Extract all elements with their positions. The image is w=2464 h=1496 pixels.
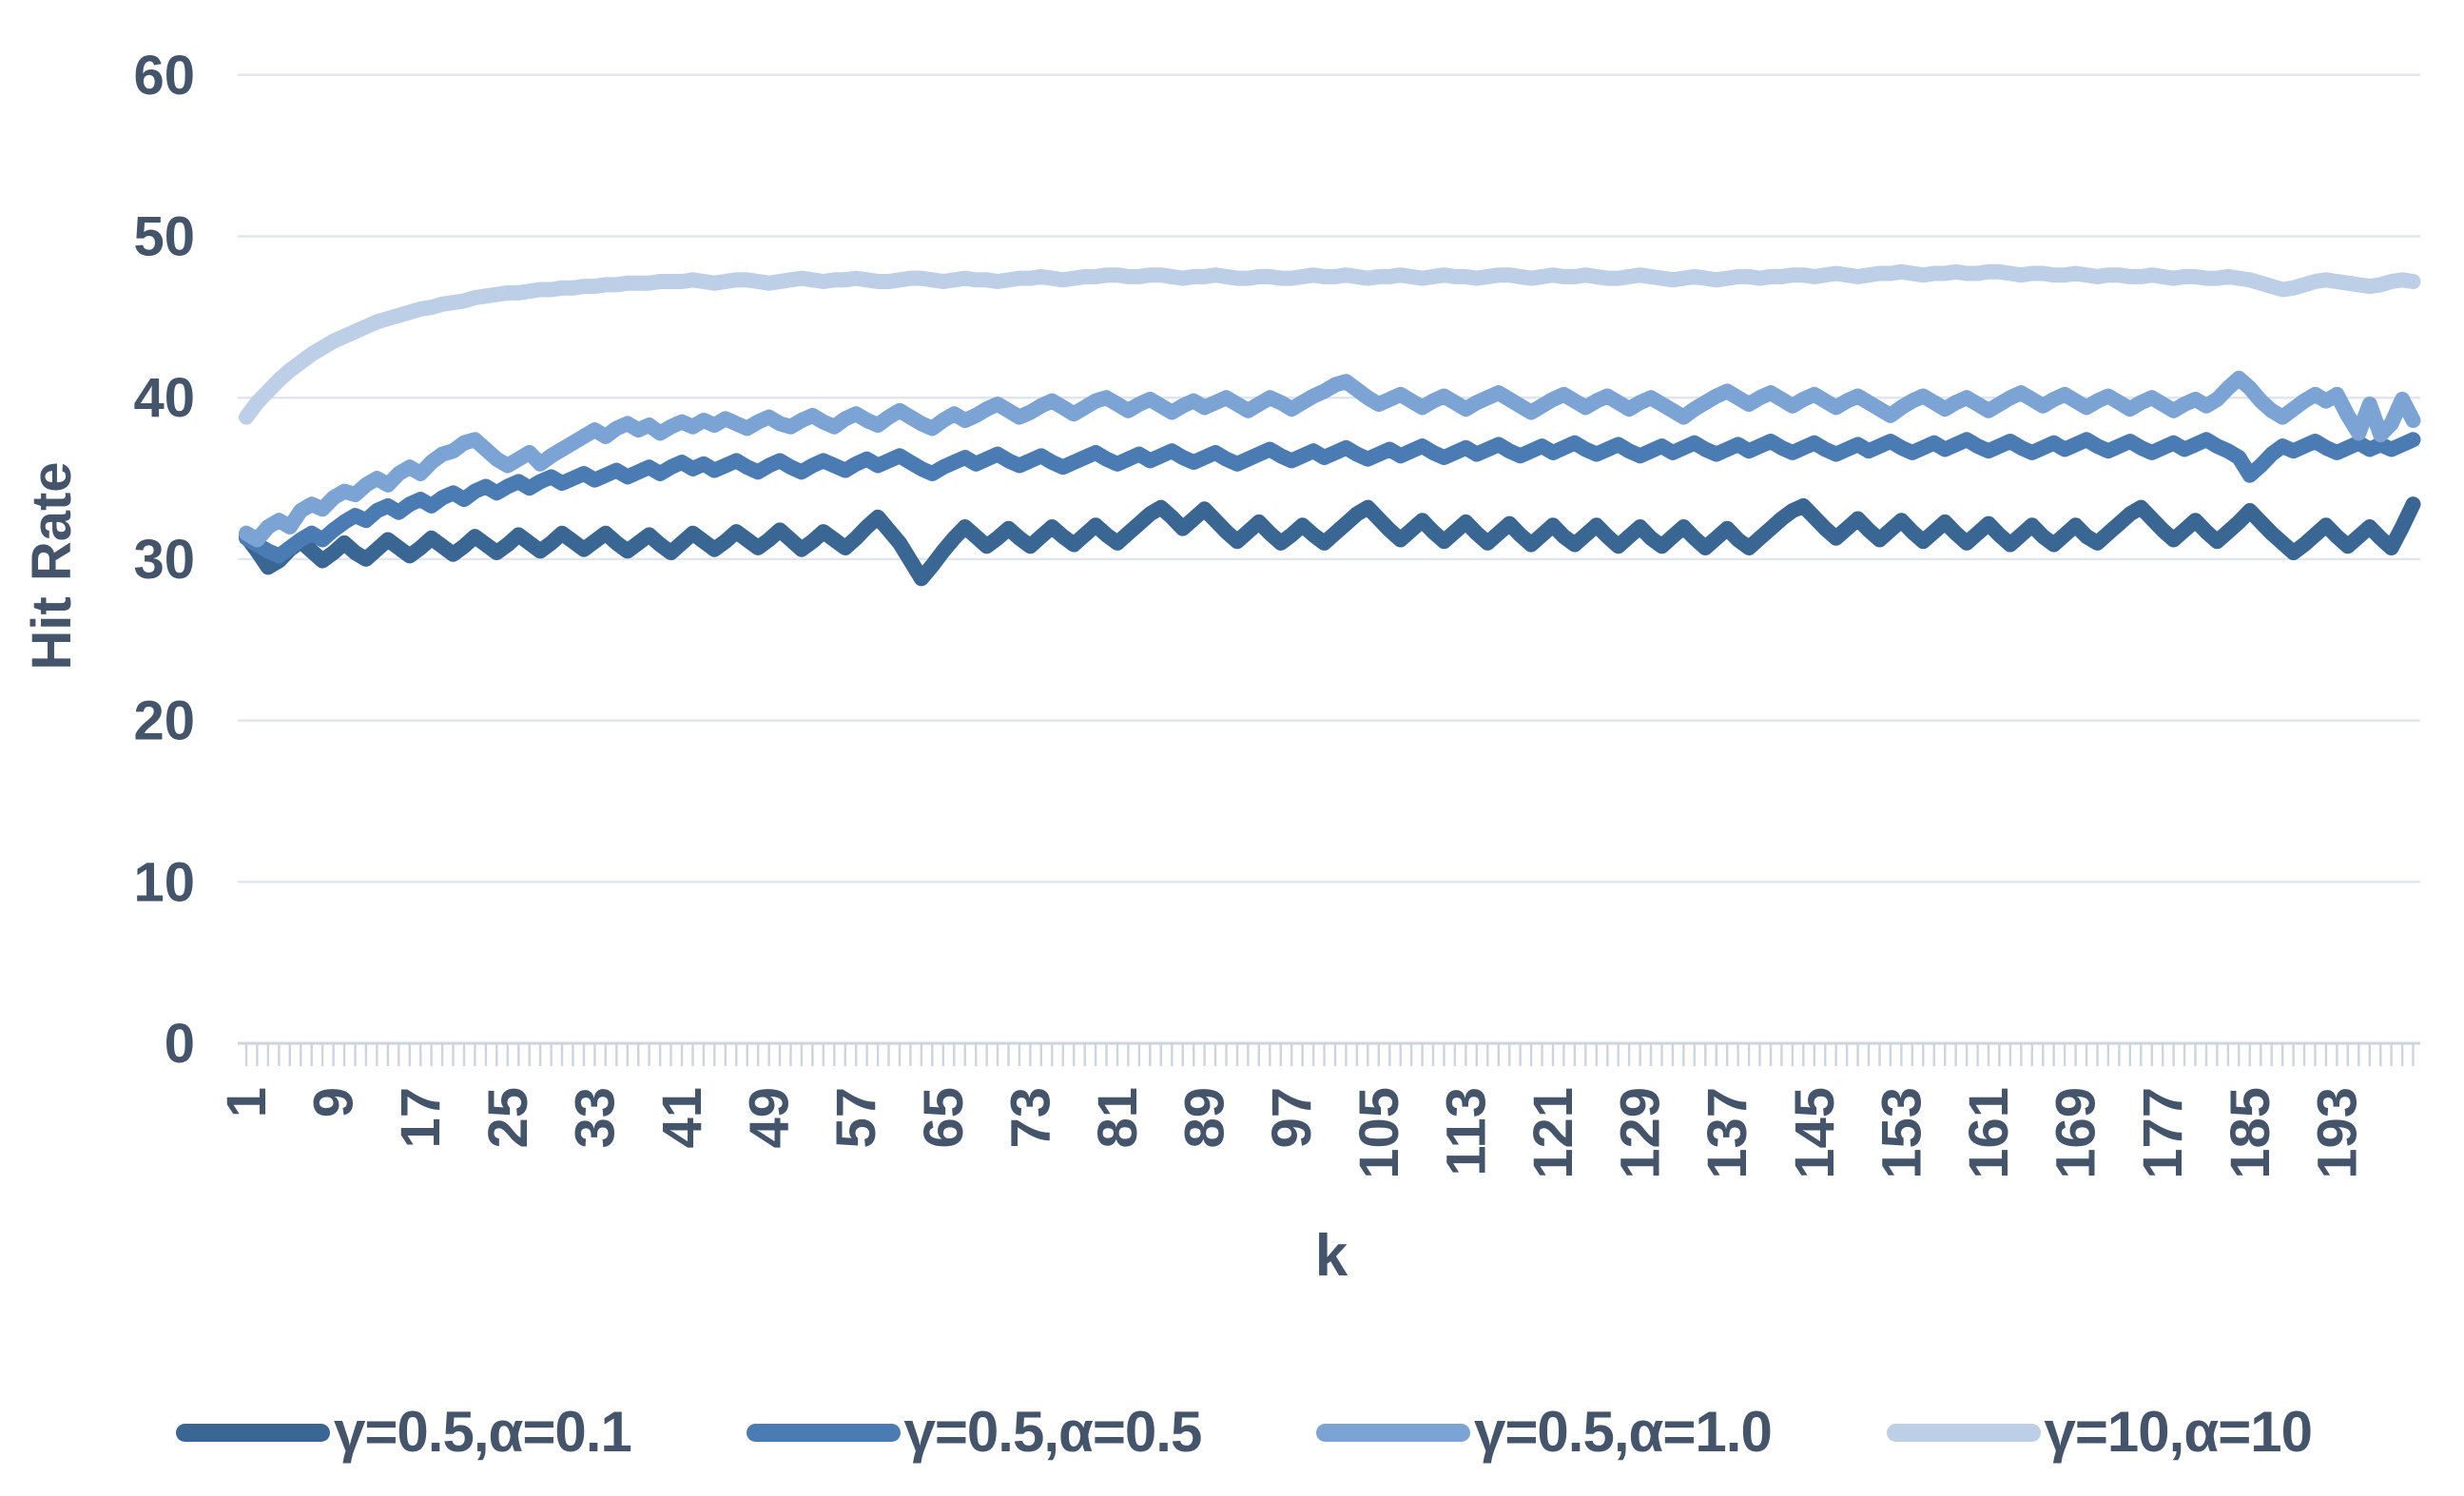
x-tick-label: 161 [1958, 1087, 2020, 1179]
x-tick-label: 129 [1610, 1087, 1672, 1179]
legend-label: γ=0.5,α=0.1 [334, 1400, 632, 1464]
y-tick-label: 40 [133, 367, 195, 429]
x-tick-label: 25 [477, 1087, 539, 1149]
y-tick-label: 30 [133, 529, 195, 591]
legend-label: γ=0.5,α=0.5 [903, 1400, 1203, 1464]
x-axis-title: k [1314, 1223, 1348, 1289]
y-tick-label: 50 [133, 206, 195, 268]
y-tick-label: 0 [165, 1013, 195, 1075]
x-tick-label: 41 [651, 1087, 713, 1149]
x-tick-label: 1 [216, 1087, 278, 1117]
legend-label: γ=0.5,α=1.0 [1474, 1400, 1773, 1464]
series-line-γ=0.5,α=1.0 [239, 370, 2421, 548]
y-axis-title: Hit Rate [21, 461, 83, 670]
x-tick-label: 17 [390, 1087, 452, 1149]
legend-swatch [746, 1423, 901, 1442]
y-tick-label: 20 [133, 690, 195, 752]
legend-item[interactable]: γ=10,α=10 [1886, 1400, 2313, 1464]
legend-item[interactable]: γ=0.5,α=1.0 [1316, 1400, 1773, 1464]
x-tick-label: 81 [1087, 1087, 1149, 1149]
x-tick-label: 105 [1348, 1087, 1410, 1179]
legend-item[interactable]: γ=0.5,α=0.5 [746, 1400, 1203, 1464]
x-tick-label: 193 [2306, 1087, 2368, 1179]
x-tick-label: 97 [1261, 1087, 1323, 1149]
legend-swatch [1316, 1423, 1470, 1442]
series-line-γ=0.5,α=0.1 [239, 496, 2421, 587]
series-line-γ=10,α=10 [239, 263, 2421, 425]
x-tick-label: 33 [564, 1087, 626, 1149]
series-line-γ=0.5,α=0.5 [239, 432, 2421, 564]
x-tick-label: 185 [2220, 1087, 2281, 1179]
x-tick-label: 177 [2132, 1087, 2194, 1179]
x-tick-label: 89 [1174, 1087, 1236, 1149]
legend: γ=0.5,α=0.1 γ=0.5,α=0.5 γ=0.5,α=1.0 γ=10… [176, 1400, 2313, 1464]
x-tick-label: 113 [1435, 1087, 1497, 1176]
legend-swatch [1886, 1423, 2041, 1442]
x-tick-label: 145 [1784, 1087, 1846, 1179]
legend-label: γ=10,α=10 [2044, 1400, 2313, 1464]
y-tick-label: 60 [133, 45, 195, 107]
x-tick-label: 153 [1871, 1087, 1932, 1179]
x-tick-label: 169 [2046, 1087, 2107, 1179]
x-tick-label: 73 [999, 1087, 1061, 1149]
x-tick-label: 65 [913, 1087, 975, 1149]
legend-item[interactable]: γ=0.5,α=0.1 [176, 1400, 632, 1464]
legend-swatch [176, 1423, 330, 1442]
y-tick-label: 10 [133, 851, 195, 913]
x-tick-label: 57 [825, 1087, 887, 1149]
x-tick-label: 121 [1523, 1087, 1584, 1179]
x-tick-label: 137 [1697, 1087, 1758, 1179]
x-tick-label: 49 [739, 1087, 801, 1149]
x-tick-label: 9 [303, 1087, 365, 1117]
